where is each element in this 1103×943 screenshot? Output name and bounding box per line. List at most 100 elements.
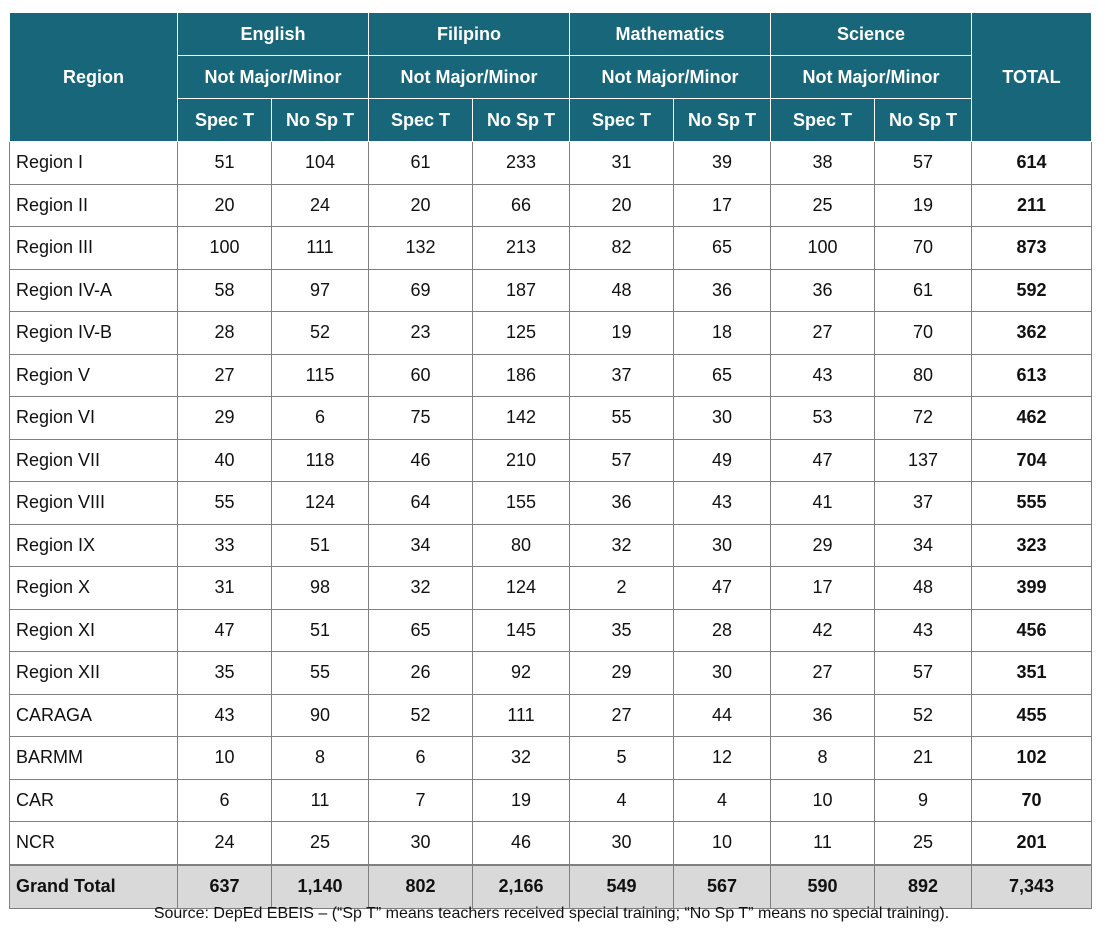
value-cell: 17 (770, 566, 875, 610)
value-cell: 58 (177, 268, 272, 312)
value-cell: 111 (472, 693, 570, 737)
value-cell: 60 (368, 353, 473, 397)
value-cell: 36 (770, 693, 875, 737)
table-row: Region VII 40 118 46 210 57 49 47 137 704 (9, 438, 1092, 482)
value-cell: 42 (770, 608, 875, 652)
total-cell: 462 (971, 396, 1092, 440)
header-spec-science: Spec T (770, 98, 875, 142)
value-cell: 23 (368, 311, 473, 355)
value-cell: 10 (673, 821, 771, 865)
value-cell: 5 (569, 736, 674, 780)
value-cell: 20 (177, 183, 272, 227)
value-cell: 25 (770, 183, 875, 227)
value-cell: 64 (368, 481, 473, 525)
total-cell: 873 (971, 226, 1092, 270)
source-note: Source: DepEd EBEIS – (“Sp T” means teac… (153, 905, 950, 922)
value-cell: 65 (673, 226, 771, 270)
value-cell: 37 (569, 353, 674, 397)
table-row: Region X 31 98 32 124 2 47 17 48 399 (9, 566, 1092, 610)
value-cell: 52 (271, 311, 369, 355)
value-cell: 32 (368, 566, 473, 610)
value-cell: 97 (271, 268, 369, 312)
region-cell: Region VII (9, 438, 178, 482)
value-cell: 52 (368, 693, 473, 737)
table-row: Region III 100 111 132 213 82 65 100 70 873 (9, 226, 1092, 270)
header-english: English (177, 12, 369, 56)
table-row: Region VIII 55 124 64 155 36 43 41 37 555 (9, 481, 1092, 525)
value-cell: 49 (673, 438, 771, 482)
value-cell: 65 (673, 353, 771, 397)
total-cell: 362 (971, 311, 1092, 355)
header-filipino: Filipino (368, 12, 570, 56)
value-cell: 82 (569, 226, 674, 270)
region-cell: Region IX (9, 523, 178, 567)
value-cell: 27 (177, 353, 272, 397)
value-cell: 30 (673, 651, 771, 695)
value-cell: 104 (271, 141, 369, 185)
value-cell: 61 (874, 268, 972, 312)
header-group-english: Not Major/Minor (177, 55, 369, 99)
table-header: Region English Filipino Mathematics Scie… (9, 12, 1092, 142)
value-cell: 32 (569, 523, 674, 567)
value-cell: 57 (874, 141, 972, 185)
total-cell: 704 (971, 438, 1092, 482)
header-total: TOTAL (971, 12, 1092, 142)
value-cell: 40 (177, 438, 272, 482)
value-cell: 24 (271, 183, 369, 227)
value-cell: 27 (569, 693, 674, 737)
value-cell: 51 (271, 523, 369, 567)
value-cell: 145 (472, 608, 570, 652)
table-row: Region II 20 24 20 66 20 17 25 19 211 (9, 183, 1092, 227)
value-cell: 6 (177, 778, 272, 822)
value-cell: 47 (673, 566, 771, 610)
region-cell: CARAGA (9, 693, 178, 737)
value-cell: 32 (472, 736, 570, 780)
value-cell: 80 (472, 523, 570, 567)
value-cell: 47 (177, 608, 272, 652)
value-cell: 48 (569, 268, 674, 312)
value-cell: 39 (673, 141, 771, 185)
value-cell: 53 (770, 396, 875, 440)
header-nosp-science: No Sp T (874, 98, 972, 142)
value-cell: 46 (368, 438, 473, 482)
value-cell: 124 (271, 481, 369, 525)
value-cell: 233 (472, 141, 570, 185)
value-cell: 186 (472, 353, 570, 397)
header-spec-mathematics: Spec T (569, 98, 674, 142)
value-cell: 61 (368, 141, 473, 185)
value-cell: 25 (271, 821, 369, 865)
value-cell: 65 (368, 608, 473, 652)
value-cell: 34 (874, 523, 972, 567)
value-cell: 2 (569, 566, 674, 610)
region-cell: Region I (9, 141, 178, 185)
table-row: Region V 27 115 60 186 37 65 43 80 613 (9, 353, 1092, 397)
header-group-mathematics: Not Major/Minor (569, 55, 771, 99)
value-cell: 21 (874, 736, 972, 780)
grand-total-cell: 549 (569, 863, 674, 909)
value-cell: 69 (368, 268, 473, 312)
table-row: Region IV-A 58 97 69 187 48 36 36 61 592 (9, 268, 1092, 312)
value-cell: 8 (271, 736, 369, 780)
total-cell: 323 (971, 523, 1092, 567)
value-cell: 17 (673, 183, 771, 227)
value-cell: 4 (673, 778, 771, 822)
value-cell: 100 (177, 226, 272, 270)
value-cell: 48 (874, 566, 972, 610)
table-row: BARMM 10 8 6 32 5 12 8 21 102 (9, 736, 1092, 780)
value-cell: 36 (673, 268, 771, 312)
region-cell: Region IV-B (9, 311, 178, 355)
region-cell: Region II (9, 183, 178, 227)
total-cell: 351 (971, 651, 1092, 695)
value-cell: 9 (874, 778, 972, 822)
value-cell: 6 (271, 396, 369, 440)
value-cell: 55 (271, 651, 369, 695)
table-row: Region VI 29 6 75 142 55 30 53 72 462 (9, 396, 1092, 440)
total-cell: 211 (971, 183, 1092, 227)
grand-total-cell: 802 (368, 863, 473, 909)
value-cell: 33 (177, 523, 272, 567)
value-cell: 132 (368, 226, 473, 270)
grand-total-cell: 7,343 (971, 863, 1092, 909)
value-cell: 137 (874, 438, 972, 482)
table-row: Region XI 47 51 65 145 35 28 42 43 456 (9, 608, 1092, 652)
value-cell: 44 (673, 693, 771, 737)
